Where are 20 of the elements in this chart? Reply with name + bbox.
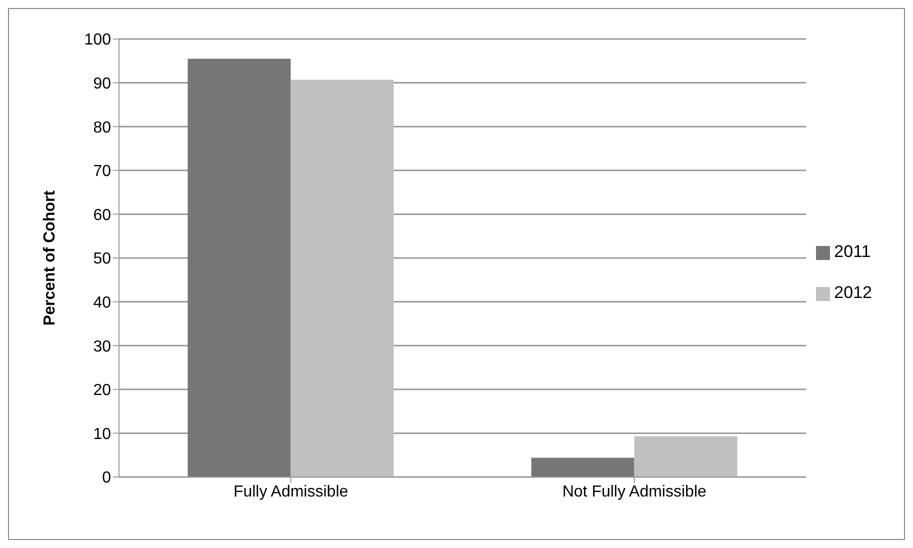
- y-axis-title: Percent of Cohort: [42, 190, 59, 326]
- x-tick-label: Fully Admissible: [233, 483, 348, 500]
- bar: [531, 458, 634, 477]
- y-tick-label: 60: [93, 206, 112, 224]
- y-tick-label: 40: [93, 294, 112, 312]
- legend-label: 2012: [834, 283, 872, 302]
- x-tick-label: Not Fully Admissible: [562, 483, 707, 500]
- y-tick-label: 30: [93, 338, 112, 356]
- bar: [188, 58, 291, 477]
- y-tick-label: 70: [93, 163, 112, 180]
- legend-label: 2011: [834, 242, 871, 261]
- bar: [634, 436, 738, 477]
- y-tick-label: 50: [93, 250, 112, 268]
- y-tick-label: 0: [102, 470, 112, 487]
- y-tick-label: 10: [93, 426, 112, 443]
- bar: [290, 80, 394, 477]
- y-tick-label: 90: [93, 75, 112, 92]
- y-tick-label: 20: [93, 382, 112, 400]
- y-tick-label: 100: [84, 32, 112, 49]
- y-tick-label: 80: [93, 119, 112, 136]
